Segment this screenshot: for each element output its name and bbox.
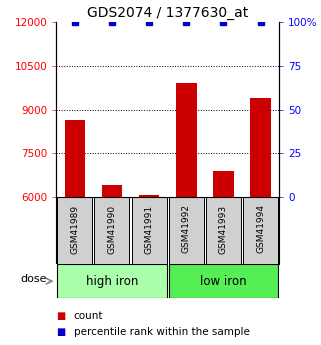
Text: high iron: high iron [86,275,138,288]
Bar [176,83,196,197]
Text: ■: ■ [56,311,65,321]
Bar [94,197,129,264]
Bar [65,120,85,197]
Text: GSM41989: GSM41989 [70,204,79,254]
Bar [132,197,167,264]
Text: GSM41993: GSM41993 [219,204,228,254]
Title: GDS2074 / 1377630_at: GDS2074 / 1377630_at [87,6,248,20]
Text: low iron: low iron [200,275,247,288]
Bar [213,170,234,197]
Bar [206,197,241,264]
Text: GSM41994: GSM41994 [256,205,265,254]
Bar [250,98,271,197]
Text: GSM41991: GSM41991 [145,204,154,254]
Bar [243,197,278,264]
Bar [139,195,159,197]
Text: GSM41990: GSM41990 [108,204,117,254]
Text: dose: dose [20,275,47,284]
Text: GSM41992: GSM41992 [182,205,191,254]
Text: percentile rank within the sample: percentile rank within the sample [74,327,250,337]
Bar [57,197,92,264]
Bar [169,197,204,264]
Bar [169,264,278,298]
Bar [102,185,122,197]
Text: count: count [74,311,103,321]
Text: ■: ■ [56,327,65,337]
Bar [57,264,167,298]
